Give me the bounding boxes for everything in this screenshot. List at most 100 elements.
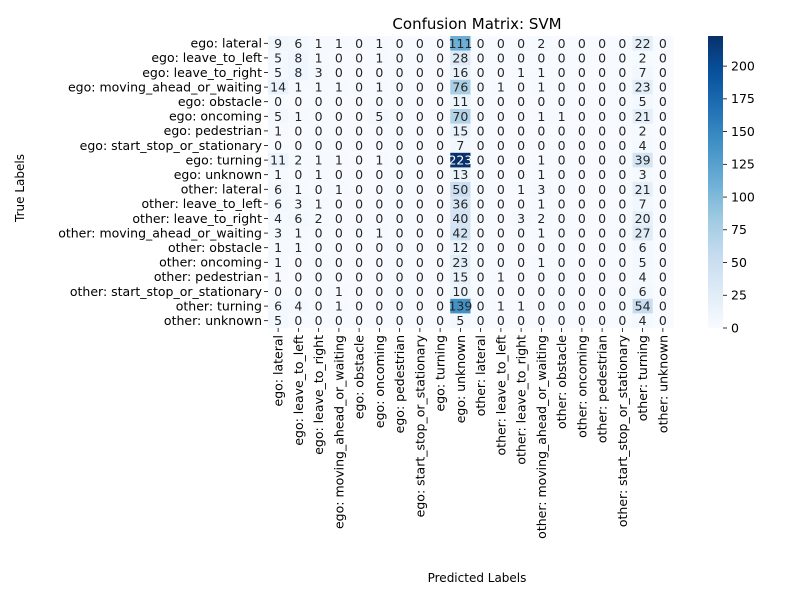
cell-value: 0 — [517, 196, 525, 211]
heatmap-cell — [430, 36, 451, 51]
cell-value: 6 — [639, 240, 647, 255]
heatmap-cell — [308, 152, 330, 168]
cell-value: 0 — [497, 182, 505, 197]
heatmap-cell — [268, 123, 289, 139]
heatmap-cell — [652, 167, 674, 183]
heatmap-cell — [288, 269, 309, 285]
heatmap-cell — [389, 182, 411, 197]
cell-value: 0 — [416, 50, 424, 65]
heatmap-cell — [328, 50, 350, 66]
cell-value: 0 — [558, 182, 566, 197]
heatmap-cell — [511, 152, 532, 168]
cell-value: 15 — [452, 269, 468, 284]
heatmap-cell — [288, 109, 309, 124]
cell-value: 0 — [477, 65, 485, 80]
heatmap-cell — [652, 65, 674, 81]
heatmap-cell — [632, 79, 654, 95]
cell-value: 2 — [639, 50, 647, 65]
heatmap-cell — [349, 313, 370, 329]
cell-value: 0 — [436, 284, 444, 299]
cell-value: 0 — [294, 167, 302, 182]
heatmap-cell — [470, 50, 492, 66]
heatmap-cell — [612, 269, 633, 285]
cell-value: 0 — [517, 167, 525, 182]
cell-value: 0 — [497, 313, 505, 328]
cell-value: 0 — [558, 153, 566, 168]
heatmap-cell — [551, 138, 573, 154]
heatmap-cell — [531, 225, 552, 241]
heatmap-cell — [592, 65, 613, 81]
heatmap-cell — [632, 109, 654, 124]
cell-value: 0 — [396, 255, 404, 270]
cell-value: 0 — [578, 109, 586, 124]
x-tick-label: ego: leave_to_right — [311, 335, 326, 455]
heatmap-cell — [430, 94, 451, 110]
cell-value: 0 — [578, 313, 586, 328]
heatmap-cell — [511, 79, 532, 95]
cell-value: 0 — [497, 65, 505, 80]
heatmap-cell — [531, 196, 552, 212]
heatmap-cell — [409, 79, 431, 95]
x-tick-labels: ego: lateral ego: leave_to_left ego: leave… — [271, 328, 670, 539]
heatmap-cell — [652, 109, 674, 124]
cell-value: 5 — [639, 255, 647, 270]
heatmap-cell — [450, 79, 471, 95]
heatmap-cell — [288, 182, 309, 197]
heatmap-cell — [612, 36, 633, 51]
cell-value: 0 — [477, 269, 485, 284]
cell-value: 0 — [659, 167, 667, 182]
cell-value: 0 — [355, 65, 363, 80]
heatmap-cell — [450, 109, 471, 124]
cell-value: 5 — [274, 65, 282, 80]
heatmap-cell — [349, 50, 370, 66]
cell-value: 1 — [537, 226, 545, 241]
heatmap-cell — [450, 269, 471, 285]
cell-value: 1 — [558, 109, 566, 124]
x-tick-label: other: pedestrian — [595, 335, 610, 443]
y-tick-label: other: oncoming — [159, 255, 262, 270]
cell-value: 5 — [375, 109, 383, 124]
heatmap-cell — [308, 196, 330, 212]
cell-value: 0 — [578, 94, 586, 109]
heatmap-cell — [531, 313, 552, 329]
heatmap-cell — [369, 182, 390, 197]
cell-value: 0 — [416, 226, 424, 241]
cell-value: 0 — [598, 80, 606, 95]
cell-value: 0 — [598, 109, 606, 124]
heatmap-cell — [551, 255, 573, 270]
heatmap-cell — [490, 255, 512, 270]
heatmap-cell — [490, 94, 512, 110]
heatmap-cell — [511, 50, 532, 66]
heatmap-cell — [430, 196, 451, 212]
cell-value: 0 — [396, 65, 404, 80]
heatmap-cell — [268, 255, 289, 270]
cell-value: 0 — [355, 255, 363, 270]
heatmap-cell — [409, 269, 431, 285]
cell-value: 0 — [436, 299, 444, 314]
heatmap-cell — [551, 36, 573, 51]
cell-value: 1 — [375, 153, 383, 168]
cell-value: 0 — [517, 269, 525, 284]
cell-value: 1 — [315, 50, 323, 65]
colorbar-tick-label: 100 — [731, 189, 755, 204]
cell-value: 0 — [618, 138, 626, 153]
cell-value: 0 — [618, 50, 626, 65]
heatmap-cell — [511, 284, 532, 300]
cell-value: 0 — [659, 284, 667, 299]
cell-value: 0 — [416, 240, 424, 255]
cell-value: 0 — [477, 109, 485, 124]
cell-value: 0 — [355, 138, 363, 153]
heatmap-cell — [632, 50, 654, 66]
cell-value: 0 — [598, 123, 606, 138]
heatmap-cell — [612, 123, 633, 139]
heatmap-cell — [531, 182, 552, 197]
heatmap-cell — [409, 298, 431, 314]
y-tick-label: ego: lateral — [191, 36, 262, 51]
heatmap-cell — [652, 284, 674, 300]
cell-value: 0 — [416, 65, 424, 80]
y-tick-label: ego: leave_to_left — [151, 50, 262, 65]
cell-value: 1 — [274, 167, 282, 182]
cell-value: 0 — [416, 182, 424, 197]
cell-value: 0 — [335, 269, 343, 284]
cell-value: 0 — [396, 299, 404, 314]
